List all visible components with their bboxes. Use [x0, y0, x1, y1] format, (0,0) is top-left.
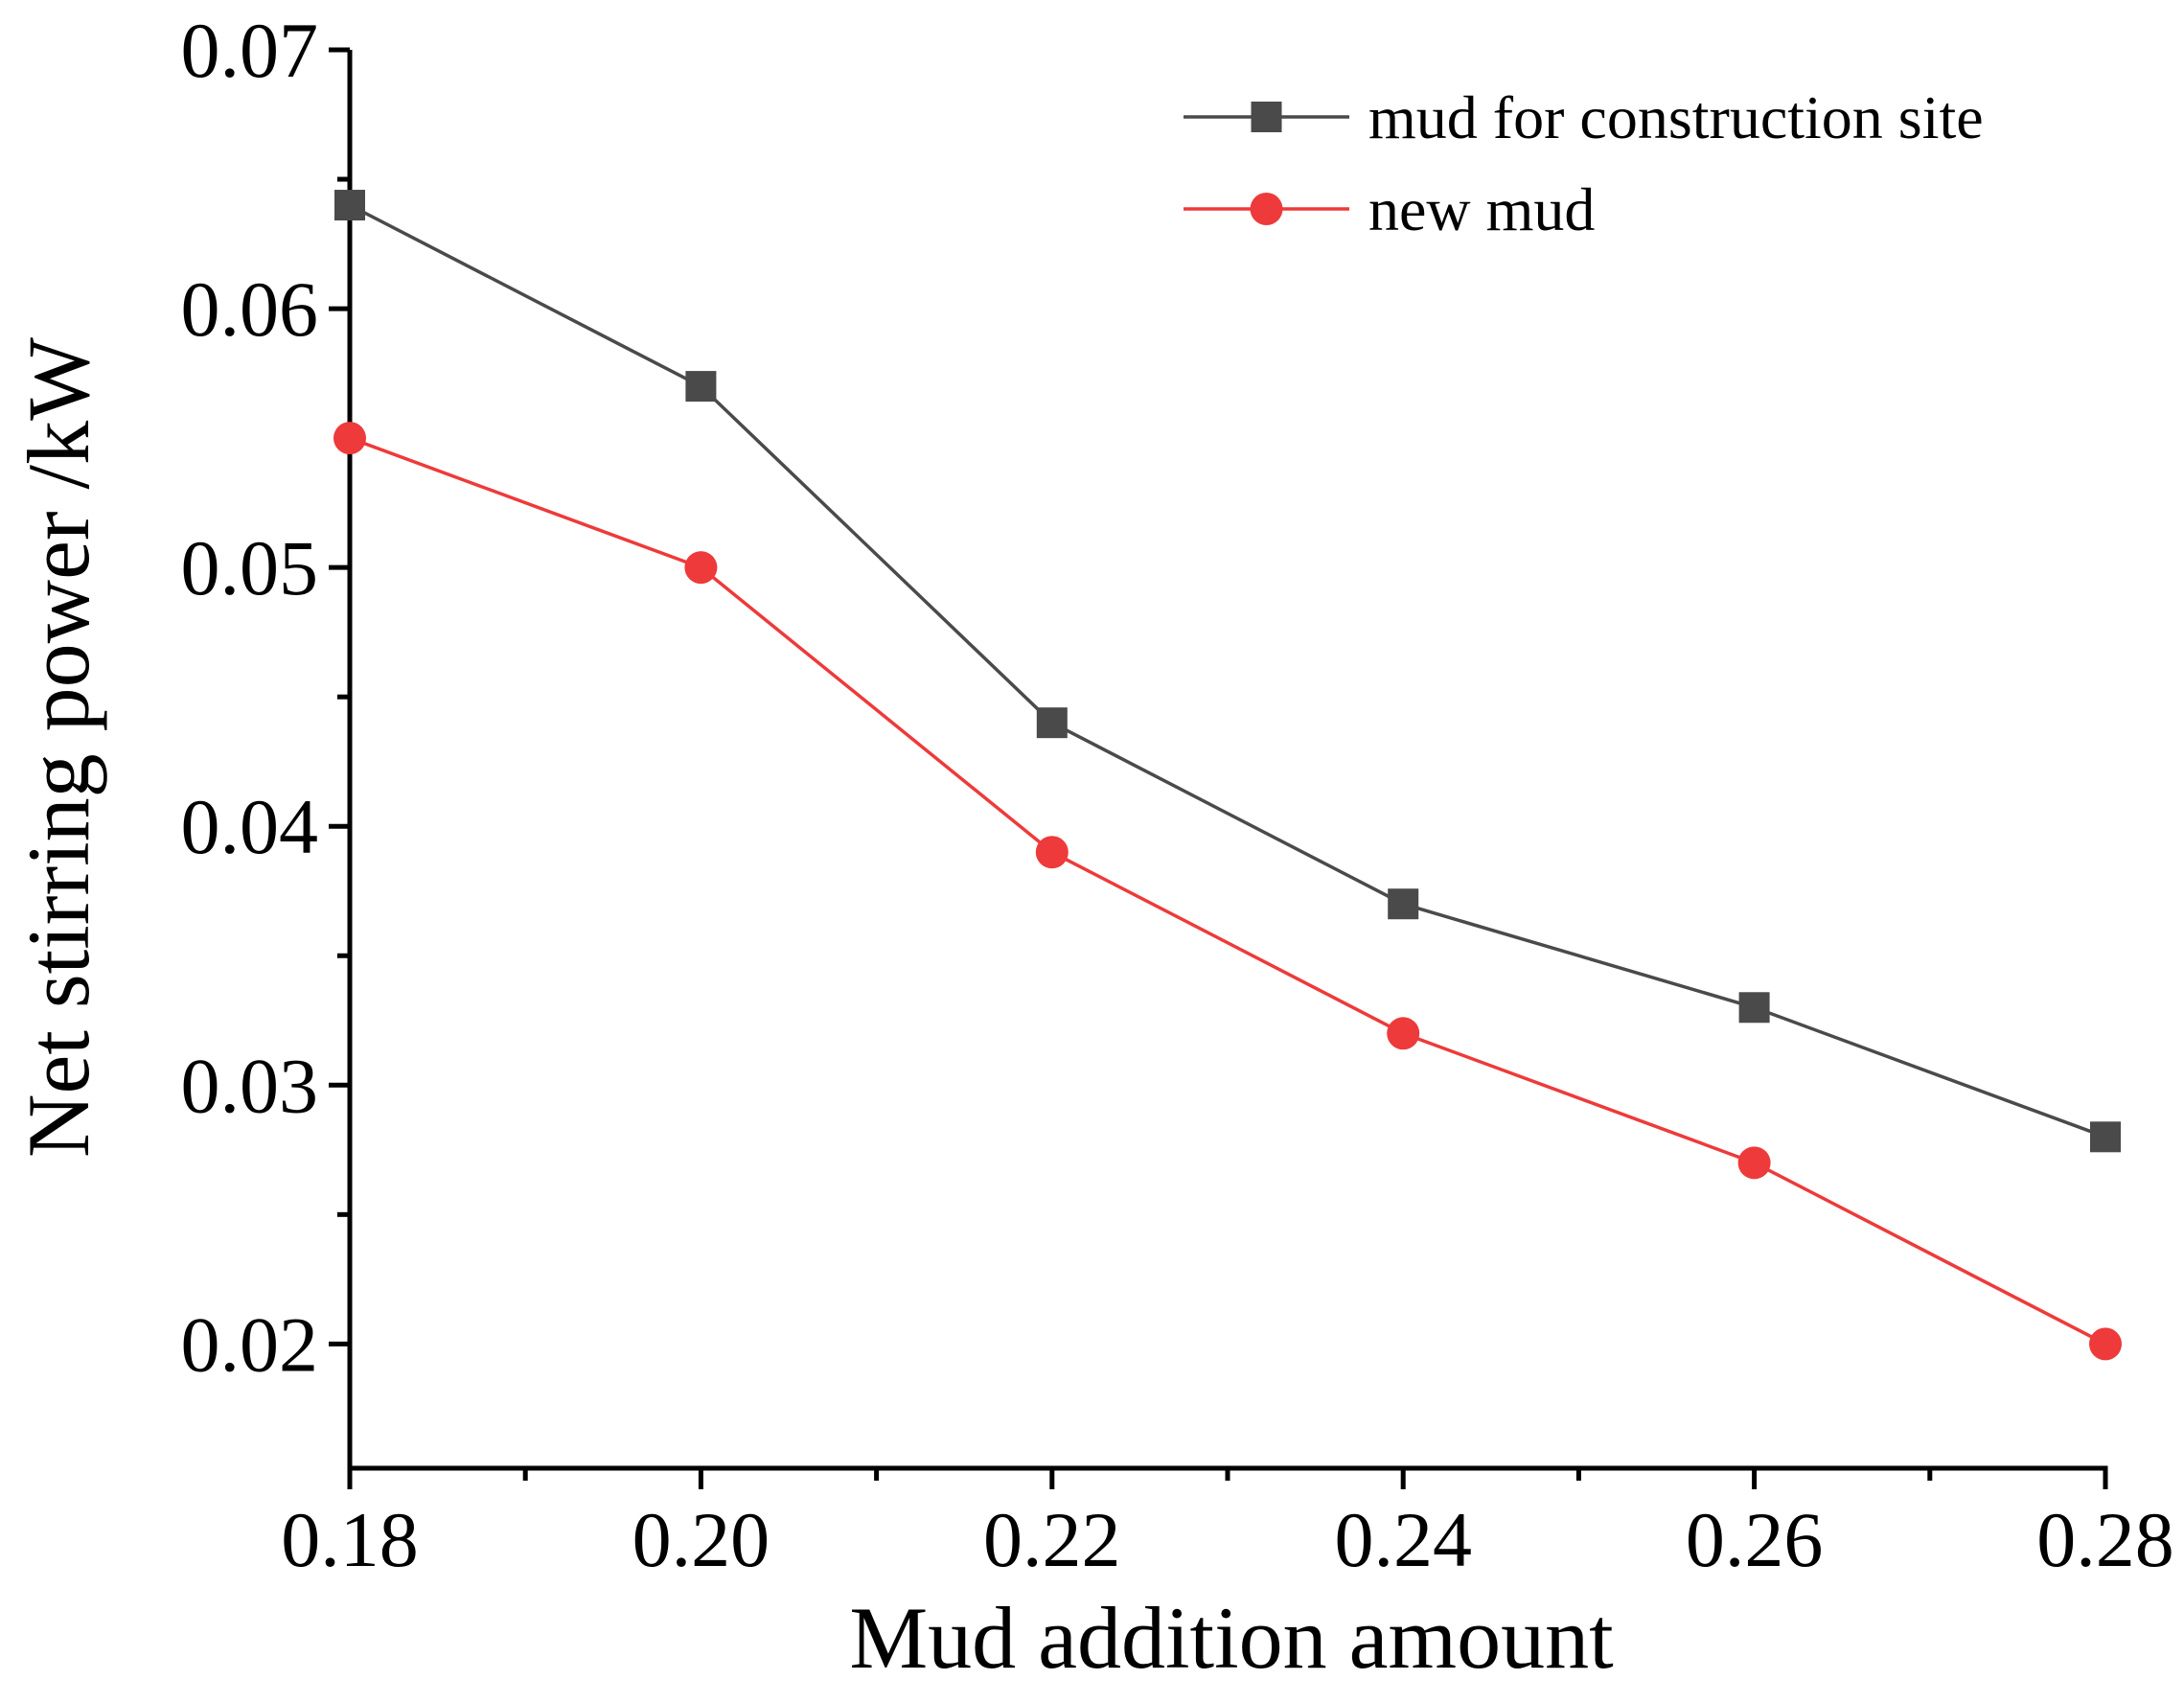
- x-tick-label: 0.20: [632, 1496, 770, 1583]
- data-point: [684, 551, 718, 585]
- y-tick-label: 0.05: [181, 524, 319, 611]
- data-point: [1737, 1146, 1771, 1180]
- data-point: [2090, 1121, 2121, 1153]
- y-tick-label: 0.07: [181, 7, 319, 94]
- x-tick-label: 0.28: [2036, 1496, 2174, 1583]
- x-tick-label: 0.18: [281, 1496, 419, 1583]
- series-layer: [333, 190, 2122, 1361]
- series-1: [334, 190, 2121, 1153]
- data-point: [1387, 1017, 1420, 1050]
- legend-label: mud for construction site: [1368, 83, 1984, 151]
- legend-marker: [1251, 102, 1282, 132]
- x-axis-title: Mud addition amount: [849, 1589, 1614, 1687]
- y-tick-label: 0.03: [181, 1042, 319, 1129]
- series-line: [349, 436, 2106, 1346]
- x-tick-label: 0.24: [1334, 1496, 1472, 1583]
- y-tick-label: 0.06: [181, 265, 319, 353]
- data-point: [1388, 888, 1419, 920]
- data-point: [333, 422, 366, 455]
- y-tick-label: 0.02: [181, 1300, 319, 1388]
- legend-item: new mud: [1184, 175, 1595, 243]
- data-point: [2089, 1327, 2122, 1361]
- legend-item: mud for construction site: [1184, 83, 1984, 151]
- x-tick-label: 0.22: [983, 1496, 1121, 1583]
- series-2: [333, 422, 2122, 1361]
- x-tick-label: 0.26: [1686, 1496, 1824, 1583]
- data-point: [334, 190, 365, 221]
- axes: 0.18 0.20 0.22 0.24 0.26 0.28 0.02 0.03 0.04 0.05…: [181, 7, 2174, 1583]
- legend-label: new mud: [1368, 175, 1595, 243]
- data-point: [1738, 992, 1770, 1024]
- data-point: [685, 371, 717, 403]
- data-point: [1035, 836, 1069, 869]
- legend: mud for construction site new mud: [1184, 83, 1984, 243]
- y-tick-label: 0.04: [181, 783, 319, 870]
- y-axis-title: Net stirring power /kW: [10, 337, 107, 1158]
- legend-marker: [1250, 193, 1283, 225]
- series-line: [349, 203, 2106, 1139]
- data-point: [1036, 707, 1068, 739]
